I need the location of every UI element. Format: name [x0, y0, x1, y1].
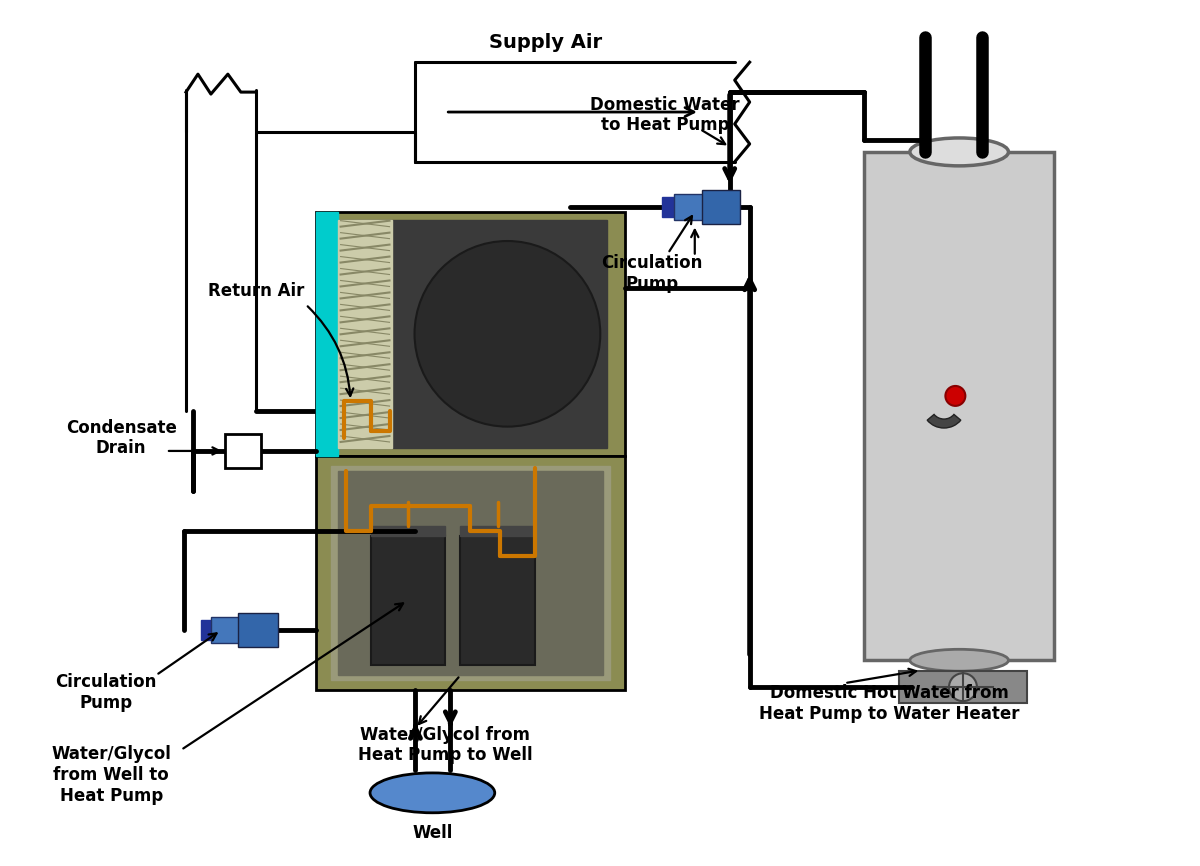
Text: Supply Air: Supply Air — [488, 33, 601, 52]
Text: Well: Well — [413, 824, 452, 842]
Text: Water/Glycol
from Well to
Heat Pump: Water/Glycol from Well to Heat Pump — [52, 745, 172, 805]
Text: Circulation
Pump: Circulation Pump — [55, 673, 157, 712]
Text: Circulation
Pump: Circulation Pump — [601, 254, 702, 293]
Bar — [200, 620, 212, 640]
Bar — [899, 671, 1027, 703]
Circle shape — [949, 673, 977, 701]
Bar — [337, 220, 392, 448]
Text: Domestic Water
to Heat Pump: Domestic Water to Heat Pump — [590, 95, 739, 134]
Ellipse shape — [910, 138, 1008, 166]
Bar — [316, 211, 337, 456]
Bar — [702, 190, 739, 223]
Text: Water/Glycol from
Heat Pump to Well: Water/Glycol from Heat Pump to Well — [358, 726, 533, 765]
Bar — [461, 536, 535, 665]
Text: Return Air: Return Air — [208, 282, 304, 301]
Ellipse shape — [910, 650, 1008, 671]
Bar — [224, 434, 260, 468]
Circle shape — [414, 241, 600, 427]
Bar — [674, 194, 703, 220]
Bar — [662, 197, 674, 216]
Bar — [334, 220, 607, 448]
Bar — [316, 456, 625, 690]
Bar — [371, 536, 445, 665]
Circle shape — [946, 386, 965, 406]
Ellipse shape — [370, 773, 494, 813]
Text: Domestic Hot Water from
Heat Pump to Water Heater: Domestic Hot Water from Heat Pump to Wat… — [760, 684, 1020, 722]
Bar — [331, 466, 610, 680]
Bar — [337, 471, 602, 675]
Bar — [461, 527, 535, 536]
Bar — [238, 613, 277, 647]
Bar — [211, 617, 241, 643]
Text: Condensate
Drain: Condensate Drain — [66, 418, 176, 457]
Bar — [371, 527, 445, 536]
Bar — [316, 211, 625, 456]
Wedge shape — [928, 415, 961, 428]
Bar — [864, 152, 1054, 660]
